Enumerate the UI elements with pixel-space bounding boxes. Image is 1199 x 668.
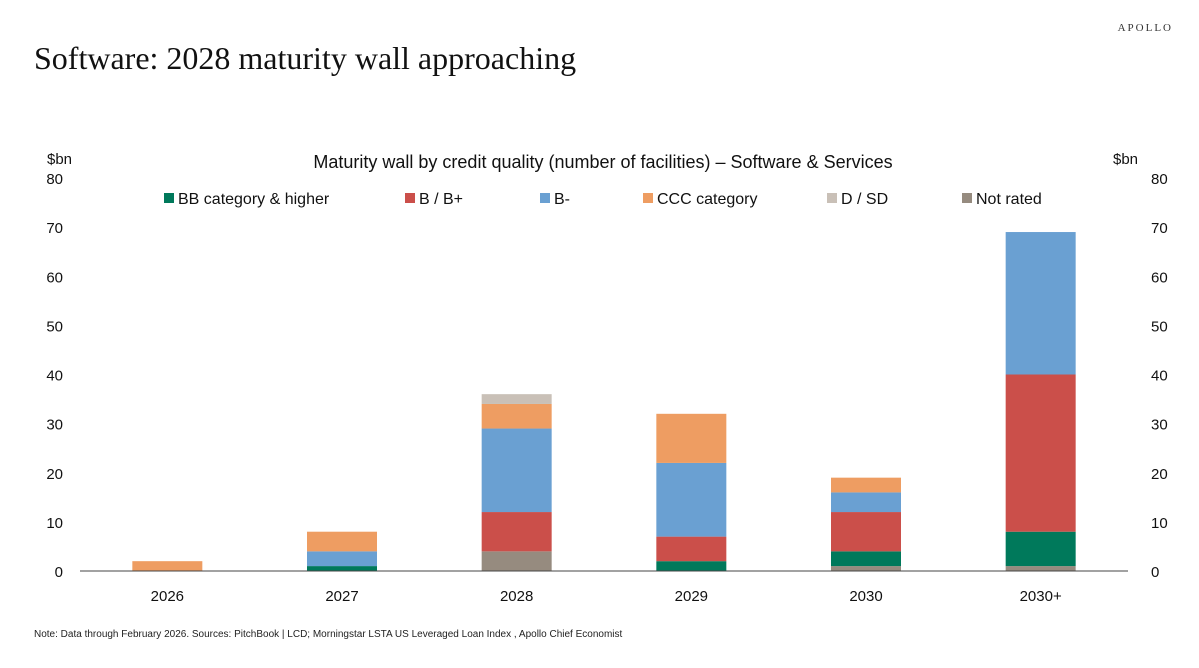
- footnote: Note: Data through February 2026. Source…: [34, 629, 623, 640]
- bar-b-2029: [656, 462, 727, 537]
- y-tick-left-label: 70: [46, 220, 63, 237]
- bar-b-2028: [481, 428, 552, 513]
- x-tick-label: 2027: [325, 588, 358, 605]
- legend-swatch-b-b: [405, 193, 415, 203]
- y-axis-left: 0 10 20 30 40 50 60 70 80: [46, 171, 63, 581]
- bar-b-b-2030: [831, 512, 901, 552]
- bar-bb-category-higher-2029: [656, 561, 727, 571]
- y-tick-right-label: 10: [1151, 515, 1168, 532]
- x-axis: 2026 2027 2028 2029 2030 2030+: [151, 588, 1062, 605]
- y-tick-right-label: 20: [1151, 466, 1168, 483]
- y-axis-label-right: $bn: [1113, 151, 1138, 168]
- bar-b-b-2028: [481, 512, 552, 552]
- y-axis-label-left: $bn: [47, 151, 72, 168]
- y-axis-right: 0 10 20 30 40 50 60 70 80: [1151, 171, 1168, 581]
- bar-b-2030: [831, 492, 901, 513]
- bar-not-rated-2030: [831, 566, 901, 571]
- bar-not-rated-2030: [1005, 566, 1076, 571]
- bar-ccc-category-2027: [307, 531, 377, 552]
- x-tick-label: 2030: [849, 588, 882, 605]
- y-tick-left-label: 0: [55, 564, 63, 581]
- bar-ccc-category-2030: [831, 477, 901, 493]
- bar-b-2030: [1005, 232, 1076, 375]
- y-tick-left-label: 80: [46, 171, 63, 188]
- legend-swatch-b: [540, 193, 550, 203]
- legend-label-b-b: B / B+: [419, 191, 463, 208]
- legend-label-not-rated: Not rated: [976, 191, 1042, 208]
- y-tick-right-label: 70: [1151, 220, 1168, 237]
- bar-b-b-2030: [1005, 374, 1076, 532]
- legend-label-bb-category-higher: BB category & higher: [178, 191, 330, 208]
- bar-ccc-category-2029: [656, 413, 727, 463]
- bar-bb-category-higher-2030: [831, 551, 901, 567]
- chart-legend: BB category & higher B / B+ B- CCC category…: [164, 191, 1042, 208]
- x-tick-label: 2029: [675, 588, 708, 605]
- y-tick-right-label: 60: [1151, 269, 1168, 286]
- chart-title: Maturity wall by credit quality (number …: [313, 152, 892, 172]
- y-tick-left-label: 20: [46, 466, 63, 483]
- y-tick-right-label: 50: [1151, 318, 1168, 335]
- bar-bb-category-higher-2030: [1005, 531, 1076, 567]
- x-tick-label: 2028: [500, 588, 533, 605]
- y-tick-left-label: 10: [46, 515, 63, 532]
- x-tick-label: 2030+: [1020, 588, 1062, 605]
- page-title: Software: 2028 maturity wall approaching: [34, 40, 577, 76]
- bar-ccc-category-2026: [132, 561, 203, 571]
- legend-swatch-ccc-category: [643, 193, 653, 203]
- bar-not-rated-2028: [481, 551, 552, 571]
- legend-label-ccc-category: CCC category: [657, 191, 757, 208]
- bar-bb-category-higher-2027: [307, 566, 377, 571]
- y-tick-left-label: 50: [46, 318, 63, 335]
- y-tick-right-label: 30: [1151, 417, 1168, 434]
- legend-swatch-not-rated: [962, 193, 972, 203]
- bar-ccc-category-2028: [481, 403, 552, 429]
- brand-logo: APOLLO: [1117, 22, 1173, 34]
- y-tick-right-label: 0: [1151, 564, 1159, 581]
- legend-swatch-bb-category-higher: [164, 193, 174, 203]
- y-tick-right-label: 80: [1151, 171, 1168, 188]
- y-tick-left-label: 40: [46, 368, 63, 385]
- y-tick-left-label: 60: [46, 269, 63, 286]
- bar-b-2027: [307, 551, 377, 567]
- bar-d-sd-2028: [481, 394, 552, 404]
- legend-label-b: B-: [554, 191, 570, 208]
- bar-b-b-2029: [656, 536, 727, 562]
- x-tick-label: 2026: [151, 588, 184, 605]
- bars: [132, 232, 1076, 571]
- y-tick-right-label: 40: [1151, 368, 1168, 385]
- legend-label-d-sd: D / SD: [841, 191, 888, 208]
- y-tick-left-label: 30: [46, 417, 63, 434]
- legend-swatch-d-sd: [827, 193, 837, 203]
